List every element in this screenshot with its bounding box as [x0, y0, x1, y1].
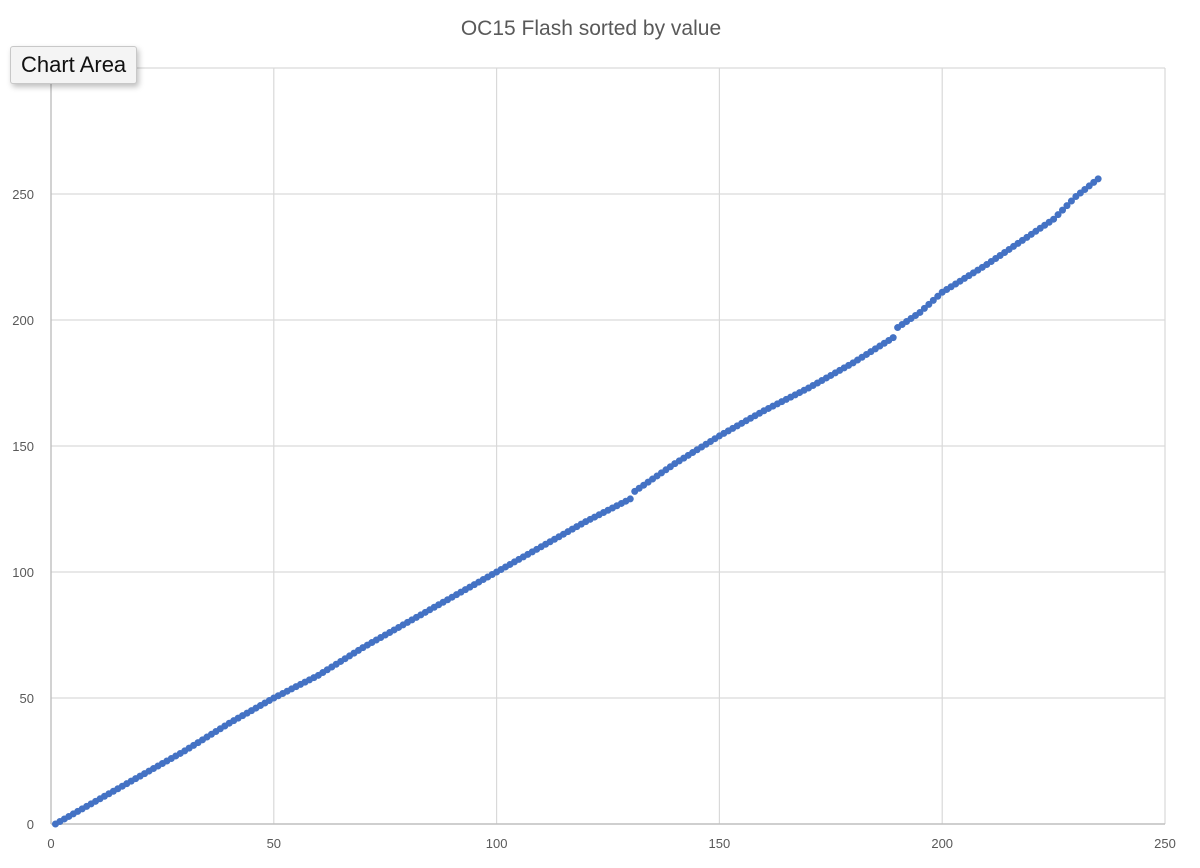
data-point [1054, 211, 1062, 219]
axes [50, 68, 1165, 825]
tick-labels: 0 50 100 150 200 250 0 50 100 150 200 250 [12, 187, 1176, 851]
data-point [934, 292, 942, 300]
data-point [920, 304, 928, 312]
data-point [889, 334, 897, 342]
y-tick-label: 250 [12, 187, 34, 202]
chart-area-tooltip: Chart Area [10, 46, 138, 84]
data-point [929, 296, 937, 304]
x-tick-label: 200 [931, 836, 953, 851]
y-tick-label: 50 [20, 691, 34, 706]
y-tick-label: 100 [12, 565, 34, 580]
data-point [1094, 175, 1102, 183]
y-tick-label: 0 [27, 817, 34, 832]
gridlines [51, 67, 1166, 824]
data-point [916, 308, 924, 316]
chart-title: OC15 Flash sorted by value [460, 17, 722, 40]
data-point [1059, 206, 1067, 214]
x-tick-label: 150 [709, 836, 731, 851]
x-tick-label: 50 [267, 836, 281, 851]
data-points [51, 175, 1102, 828]
data-point [1050, 215, 1058, 223]
data-point [1063, 202, 1071, 210]
x-tick-label: 100 [486, 836, 508, 851]
y-tick-label: 200 [12, 313, 34, 328]
x-tick-label: 250 [1154, 836, 1176, 851]
x-tick-label: 0 [47, 836, 54, 851]
data-point [925, 300, 933, 308]
data-point [626, 495, 634, 503]
data-point [1067, 197, 1075, 205]
y-tick-label: 150 [12, 439, 34, 454]
